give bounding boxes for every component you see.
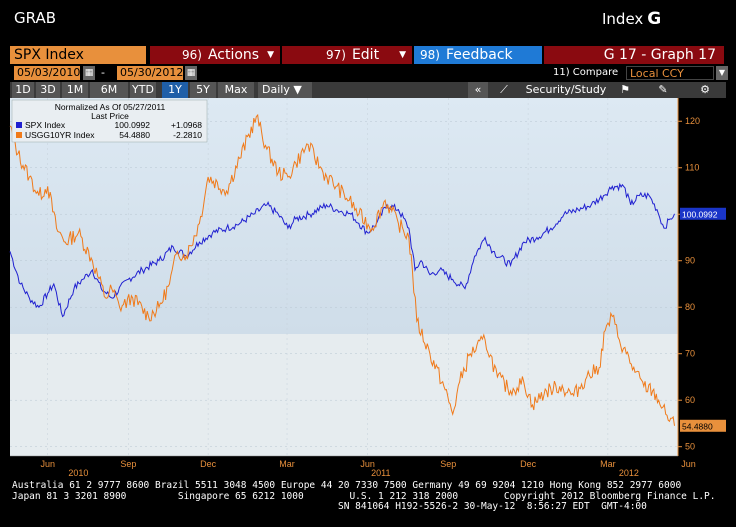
y-tick-label: 50 bbox=[685, 442, 695, 452]
x-tick-label: Mar bbox=[600, 459, 616, 469]
actions-label: Actions bbox=[207, 47, 260, 63]
last-price-tag bbox=[680, 419, 726, 432]
compare-button[interactable]: 11) Compare bbox=[553, 67, 619, 78]
gear-icon[interactable]: ⚙ bbox=[692, 82, 718, 98]
start-date-input[interactable]: 05/03/2010 bbox=[14, 66, 80, 80]
series-line-us10y bbox=[9, 113, 675, 426]
sector-letter: G bbox=[647, 9, 662, 29]
legend-swatch-us10y bbox=[16, 132, 22, 138]
legend-swatch-spx bbox=[16, 122, 22, 128]
last-price-label: 100.0992 bbox=[682, 209, 718, 219]
graph-name: G 17 - Graph 17 bbox=[544, 46, 724, 64]
period-3d-button[interactable]: 3D bbox=[36, 82, 60, 98]
toolbar: SPX Index 96) Actions ▼ 97) Edit ▼ 98) Feedba… bbox=[0, 46, 736, 64]
actions-number: 96) bbox=[182, 48, 202, 62]
chevron-down-icon: ▼ bbox=[267, 50, 274, 60]
x-tick-label: Dec bbox=[200, 459, 217, 469]
legend-name-spx: SPX Index bbox=[25, 120, 66, 130]
frequency-select[interactable]: Daily ▼ bbox=[258, 82, 312, 98]
y-tick-label: 120 bbox=[685, 116, 700, 126]
period-1d-button[interactable]: 1D bbox=[12, 82, 34, 98]
period-ytd-button[interactable]: YTD bbox=[130, 82, 156, 98]
y-tick-label: 70 bbox=[685, 349, 695, 359]
period-6m-button[interactable]: 6M bbox=[90, 82, 128, 98]
y-tick-label: 60 bbox=[685, 395, 695, 405]
legend-value-us10y: 54.4880 bbox=[119, 130, 150, 140]
y-tick-label: 110 bbox=[685, 163, 699, 173]
footer: Australia 61 2 9777 8600 Brazil 5511 304… bbox=[12, 480, 732, 513]
edit-number: 97) bbox=[326, 48, 346, 62]
last-price-label: 54.4880 bbox=[682, 421, 713, 431]
calendar-icon[interactable]: ▦ bbox=[83, 66, 95, 80]
date-separator: - bbox=[101, 66, 105, 79]
footer-line-1: Australia 61 2 9777 8600 Brazil 5511 304… bbox=[12, 480, 682, 491]
edit-pen-icon[interactable]: ✎ bbox=[650, 82, 676, 98]
period-max-button[interactable]: Max bbox=[218, 82, 254, 98]
period-5y-button[interactable]: 5Y bbox=[190, 82, 216, 98]
edit-button[interactable]: 97) Edit ▼ bbox=[282, 46, 412, 64]
series-line-spx bbox=[9, 182, 675, 318]
legend-subtitle: Last Price bbox=[91, 111, 129, 121]
footer-line-3: SN 841064 H192-5526-2 30-May-12 8:56:27 … bbox=[12, 501, 647, 512]
legend-title: Normalized As Of 05/27/2011 bbox=[55, 102, 166, 112]
y-axis: 5060708090100110120 bbox=[677, 98, 700, 456]
x-year-label: 2012 bbox=[619, 468, 639, 478]
x-year-label: 2011 bbox=[371, 468, 390, 478]
last-price-tag bbox=[680, 207, 726, 220]
title-bar: GRAB Index G bbox=[0, 0, 736, 38]
feedback-button[interactable]: 98) Feedback bbox=[414, 46, 542, 64]
end-date-input[interactable]: 05/30/2012 bbox=[117, 66, 183, 80]
market-sector-label: Index G bbox=[602, 9, 661, 29]
security-study-button[interactable]: Security/Study bbox=[516, 82, 616, 98]
x-tick-label: Dec bbox=[520, 459, 537, 469]
chevron-down-icon[interactable]: ▼ bbox=[716, 66, 728, 80]
collapse-icon[interactable]: « bbox=[468, 82, 488, 98]
line-chart-icon[interactable]: ⟋ bbox=[494, 82, 514, 98]
ticker-field[interactable]: SPX Index bbox=[10, 46, 146, 64]
plot-background-lower bbox=[10, 334, 678, 456]
date-range-row: 05/03/2010 ▦ - 05/30/2012 ▦ 11) Compare … bbox=[0, 65, 736, 81]
period-1m-button[interactable]: 1M bbox=[62, 82, 88, 98]
x-year-label: 2010 bbox=[68, 468, 88, 478]
feedback-label: Feedback bbox=[445, 47, 513, 63]
y-tick-label: 80 bbox=[685, 302, 695, 312]
period-1y-button[interactable]: 1Y bbox=[162, 82, 188, 98]
last-price-tags: 100.0992 54.4880 bbox=[680, 207, 726, 432]
x-axis: Jun Sep Dec Mar Jun Sep Dec Mar Jun 2010 2011 2012 bbox=[10, 455, 696, 478]
period-bar: 1D 3D 1M 6M YTD 1Y 5Y Max Daily ▼ « ⟋ Se… bbox=[10, 82, 726, 98]
legend-change-spx: +1.0968 bbox=[171, 120, 202, 130]
x-tick-label: Sep bbox=[120, 459, 136, 469]
chevron-down-icon: ▼ bbox=[399, 50, 406, 60]
legend: Normalized As Of 05/27/2011 Last Price S… bbox=[11, 99, 208, 143]
edit-label: Edit bbox=[351, 47, 380, 63]
x-tick-label: Jun bbox=[360, 459, 375, 469]
legend-name-us10y: USGG10YR Index bbox=[25, 130, 95, 140]
calendar-icon[interactable]: ▦ bbox=[185, 66, 197, 80]
actions-button[interactable]: 96) Actions ▼ bbox=[150, 46, 280, 64]
x-tick-label: Sep bbox=[440, 459, 456, 469]
currency-select[interactable]: Local CCY bbox=[626, 66, 714, 80]
footer-line-2: Japan 81 3 3201 8900 Singapore 65 6212 1… bbox=[12, 490, 716, 502]
feedback-number: 98) bbox=[420, 48, 440, 62]
frequency-label: Daily bbox=[262, 83, 290, 96]
y-tick-label: 90 bbox=[685, 256, 695, 266]
chart-area: 5060708090100110120 JunSepDecMarJunSepDe… bbox=[0, 98, 736, 478]
flag-icon[interactable]: ⚑ bbox=[612, 82, 638, 98]
x-tick-label: Jun bbox=[681, 459, 696, 469]
x-tick-label: Mar bbox=[279, 459, 295, 469]
grab-label: GRAB bbox=[14, 9, 56, 27]
x-tick-label: Jun bbox=[40, 459, 55, 469]
legend-value-spx: 100.0992 bbox=[115, 120, 151, 130]
legend-change-us10y: -2.2810 bbox=[173, 130, 202, 140]
sector-text: Index bbox=[602, 10, 644, 28]
